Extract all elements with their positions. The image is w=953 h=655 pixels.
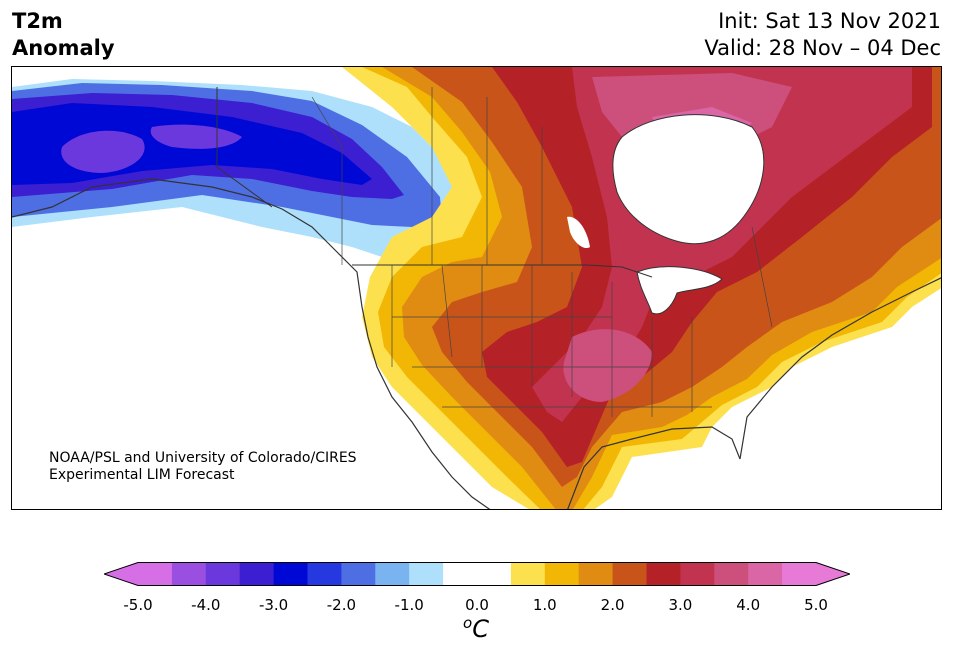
- colorbar-swatch: [510, 562, 546, 586]
- colorbar-tick-label: 0.0: [465, 596, 489, 614]
- colorbar-swatch: [714, 562, 749, 586]
- great-lakes: [636, 266, 723, 315]
- anomaly-map: [11, 66, 942, 510]
- purple-core-1: [61, 130, 145, 173]
- colorbar-tick-label: 4.0: [736, 596, 761, 614]
- colorbar-tick-label: 3.0: [668, 596, 693, 614]
- colorbar-tick-label: -5.0: [123, 596, 153, 614]
- colorbar-swatch: [205, 562, 241, 586]
- map-svg: [12, 67, 941, 509]
- colorbar-unit: oC: [463, 614, 489, 643]
- colorbar-swatch: [748, 562, 783, 586]
- colorbar-swatch: [680, 562, 715, 586]
- coastline-west: [12, 178, 491, 509]
- colorbar-swatch: [375, 562, 410, 586]
- colorbar-outline: [104, 562, 850, 586]
- coastline-east: [739, 277, 941, 460]
- hudson-bay: [612, 114, 765, 245]
- lake-winnipeg: [567, 216, 590, 249]
- colorbar-extend-max: [816, 562, 850, 586]
- state-lines: [391, 264, 712, 417]
- colorbar-swatch: [612, 562, 647, 586]
- colorbar-ticks: -5.0 -4.0 -3.0 -2.0 -1.0 0.0 1.0 2.0 3.0 4.0 5.0: [0, 596, 953, 616]
- valid-date: Valid: 28 Nov – 04 Dec: [704, 36, 941, 60]
- colorbar-swatch: [443, 562, 478, 586]
- colorbar-swatch: [273, 562, 308, 586]
- colorbar-swatch: [307, 562, 342, 586]
- anomaly-label: Anomaly: [12, 36, 115, 60]
- colorbar-swatch: [782, 562, 817, 586]
- colorbar-tick-label: -3.0: [258, 596, 289, 614]
- colorbar-tick-label: -4.0: [191, 596, 221, 614]
- colorbar-swatch: [138, 562, 173, 586]
- forecast-dates: Init: Sat 13 Nov 2021 Valid: 28 Nov – 04…: [704, 8, 941, 62]
- colorbar-swatch: [409, 562, 444, 586]
- colorbar-swatch: [477, 562, 512, 586]
- alaska-border: [216, 87, 273, 208]
- credit-line-2: Experimental LIM Forecast: [49, 467, 235, 483]
- unit-base: C: [472, 615, 489, 643]
- variable-label: T2m: [12, 9, 63, 33]
- colorbar-swatch: [646, 562, 681, 586]
- colorbar-extend-min: [104, 562, 138, 586]
- province-lines: [311, 87, 773, 328]
- colorbar-tick-label: 5.0: [804, 596, 828, 614]
- colorbar-tick-label: 1.0: [532, 596, 557, 614]
- colorbar: [104, 562, 850, 586]
- credit-line-1: NOAA/PSL and University of Colorado/CIRE…: [49, 450, 357, 466]
- map-title: T2m Anomaly: [12, 8, 115, 62]
- coastline-gulf: [567, 426, 741, 509]
- pink-region-south: [563, 329, 652, 402]
- colorbar-swatch: [239, 562, 275, 586]
- colorbar-swatch: [578, 562, 614, 586]
- unit-superscript: o: [463, 614, 473, 632]
- colorbar-swatch: [341, 562, 376, 586]
- colorbar-swatch: [171, 562, 207, 586]
- init-date: Init: Sat 13 Nov 2021: [718, 9, 941, 33]
- colorbar-tick-label: -2.0: [326, 596, 357, 614]
- purple-core-2: [150, 124, 242, 149]
- credit-text: NOAA/PSL and University of Colorado/CIRE…: [49, 450, 357, 484]
- colorbar-swatch: [544, 562, 580, 586]
- us-canada-border: [352, 264, 653, 278]
- colorbar-tick-label: 2.0: [600, 596, 625, 614]
- colorbar-tick-label: -1.0: [394, 596, 424, 614]
